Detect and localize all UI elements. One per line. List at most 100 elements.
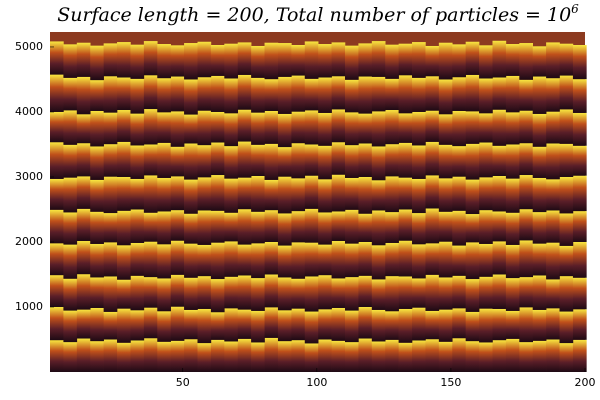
band-segment: [50, 111, 64, 143]
band-segment: [130, 310, 145, 341]
band-segment: [532, 46, 547, 77]
band-segment: [572, 175, 587, 212]
band-segment: [277, 310, 292, 342]
band-segment: [184, 43, 198, 80]
band-segment: [452, 308, 466, 339]
band-segment: [559, 213, 574, 246]
band-segment: [90, 307, 104, 342]
band-segment: [170, 111, 185, 147]
band-segment: [412, 111, 426, 146]
band-segment: [264, 179, 279, 211]
x-tick-label: 150: [440, 376, 461, 389]
band-segment: [184, 243, 198, 278]
band-segment: [90, 146, 104, 180]
band-segment: [465, 311, 480, 342]
band-segment: [532, 309, 547, 341]
band-segment: [63, 310, 78, 343]
band-segment: [224, 178, 239, 213]
band-segment: [76, 309, 91, 339]
title-exponent: 6: [571, 2, 579, 16]
band-segment: [358, 113, 373, 144]
band-segment: [559, 143, 574, 177]
band-segment: [479, 276, 493, 309]
band-segment: [358, 76, 373, 114]
band-segment: [184, 79, 198, 115]
band-segment: [76, 338, 91, 372]
band-segment: [398, 142, 413, 178]
band-segment: [318, 179, 332, 213]
band-segment: [505, 144, 520, 179]
band-segment: [103, 276, 118, 312]
band-segment: [465, 341, 480, 372]
band-segment: [344, 310, 359, 343]
band-segment: [519, 209, 534, 241]
band-segment: [224, 241, 239, 277]
band-segment: [224, 146, 239, 179]
band-segment: [63, 110, 78, 145]
band-segment: [50, 209, 64, 244]
band-segment: [492, 40, 507, 78]
band-segment: [559, 311, 574, 344]
band-segment: [465, 279, 480, 312]
band-segment: [224, 43, 239, 79]
band-segment: [130, 340, 145, 372]
band-segment: [50, 243, 64, 276]
band-segment: [492, 175, 507, 212]
band-segment: [63, 212, 78, 245]
band-segment: [251, 112, 265, 145]
band-segment: [371, 309, 386, 342]
band-segment: [210, 279, 225, 313]
band-segment: [492, 77, 507, 110]
band-segment: [358, 275, 373, 307]
band-segment: [438, 211, 453, 242]
band-segment: [452, 77, 466, 111]
band-segment: [157, 177, 171, 212]
band-segment: [210, 312, 225, 340]
band-segment: [385, 44, 399, 79]
band-segment: [251, 144, 265, 176]
band-segment: [76, 208, 91, 242]
band-segment: [63, 342, 78, 372]
band-segment: [277, 213, 292, 246]
band-segment: [331, 109, 346, 143]
band-segment: [371, 341, 386, 372]
band-segment: [170, 45, 185, 77]
band-segment: [117, 210, 131, 246]
band-segment: [385, 144, 399, 177]
band-segment: [479, 177, 493, 211]
band-segment: [197, 308, 212, 344]
band-segment: [143, 109, 158, 145]
band-segment: [572, 79, 587, 113]
band-segment: [170, 274, 185, 307]
band-segment: [465, 111, 480, 144]
band-segment: [398, 113, 413, 143]
band-segment: [143, 75, 158, 110]
band-segment: [572, 277, 587, 310]
band-segment: [344, 209, 359, 244]
band-segment: [63, 278, 78, 311]
band-segment: [412, 213, 426, 245]
band-segment: [519, 79, 534, 111]
band-segment: [385, 176, 399, 213]
band-segment: [117, 342, 131, 372]
band-segment: [103, 76, 118, 113]
band-segment: [130, 209, 145, 243]
band-segment: [546, 279, 560, 309]
band-segment: [559, 75, 574, 110]
band-segment: [251, 278, 265, 311]
band-segment: [532, 340, 547, 372]
band-segment: [264, 307, 279, 338]
band-segment: [318, 77, 332, 113]
band-segment: [532, 212, 547, 244]
band-segment: [519, 175, 534, 210]
band-segment: [398, 308, 413, 343]
band-segment: [344, 112, 359, 146]
band-segment: [331, 42, 346, 77]
band-segment: [143, 212, 158, 242]
band-segment: [224, 113, 239, 147]
band-segment: [505, 310, 520, 339]
band-segment: [170, 76, 185, 112]
band-segment: [559, 343, 574, 372]
band-segment: [50, 340, 64, 372]
band-segment: [210, 111, 225, 143]
